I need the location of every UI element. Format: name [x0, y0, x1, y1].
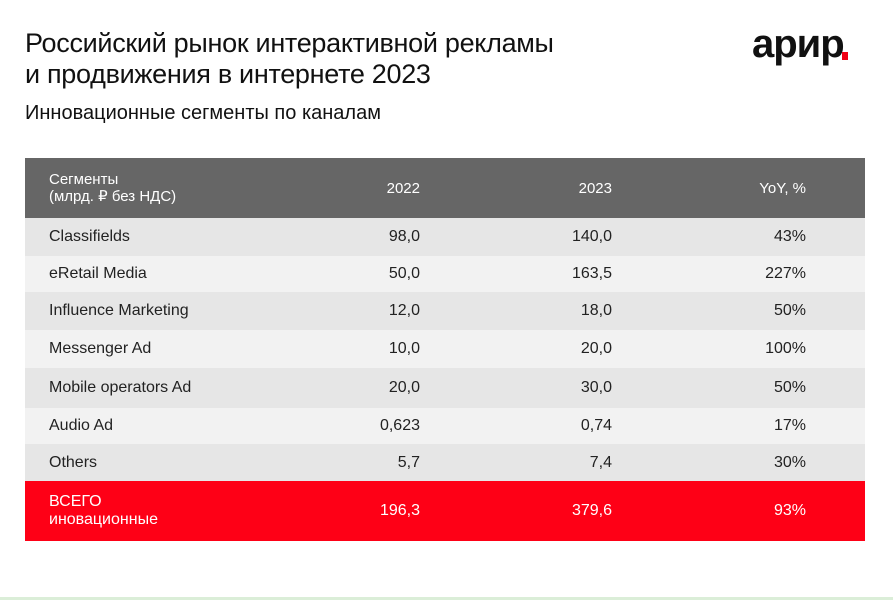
title-line-1: Российский рынок интерактивной рекламы: [25, 28, 554, 58]
value-2023-cell: 163,5: [571, 265, 612, 282]
table-row: Influence Marketing 12,0 18,0 50%: [25, 292, 865, 330]
value-2023-cell: 0,74: [580, 417, 612, 434]
total-2022: 196,3: [379, 502, 420, 519]
yoy-cell: 50%: [773, 379, 806, 396]
total-label-1: ВСЕГО: [49, 493, 102, 510]
title-line-2: и продвижения в интернете 2023: [25, 59, 431, 89]
table-header: Сегменты (млрд. ₽ без НДС) 2022 2023 YoY,…: [25, 158, 865, 218]
segment-cell: Influence Marketing: [49, 302, 189, 319]
yoy-cell: 100%: [765, 340, 806, 357]
segment-cell: Classifields: [49, 228, 130, 245]
table-row: Mobile operators Ad 20,0 30,0 50%: [25, 368, 865, 408]
header-2022: 2022: [386, 179, 420, 197]
arir-logo: арир: [752, 22, 845, 66]
total-2023: 379,6: [571, 502, 612, 519]
header-2023: 2023: [578, 179, 612, 197]
yoy-cell: 50%: [773, 302, 806, 319]
value-2022-cell: 50,0: [388, 265, 420, 282]
value-2023-cell: 20,0: [580, 340, 612, 357]
segment-cell: Mobile operators Ad: [49, 379, 192, 396]
value-2023-cell: 18,0: [580, 302, 612, 319]
yoy-cell: 43%: [773, 228, 806, 245]
value-2023-cell: 7,4: [589, 453, 612, 471]
value-2022-cell: 12,0: [388, 302, 420, 319]
yoy-cell: 227%: [765, 265, 806, 282]
value-2022-cell: 98,0: [388, 228, 420, 245]
total-label: ВСЕГО иновационные: [25, 493, 305, 529]
total-yoy: 93%: [773, 502, 806, 519]
header-units-label: (млрд. ₽ без НДС): [49, 188, 177, 205]
bottom-border: [0, 597, 893, 600]
segments-table: Сегменты (млрд. ₽ без НДС) 2022 2023 YoY,…: [25, 158, 865, 541]
page-title: Российский рынок интерактивной рекламы и…: [25, 28, 554, 90]
segment-cell: eRetail Media: [49, 265, 147, 282]
segment-cell: Audio Ad: [49, 417, 114, 434]
value-2023-cell: 30,0: [580, 379, 612, 396]
header-yoy: YoY, %: [759, 179, 806, 197]
total-label-2: иновационные: [49, 511, 158, 528]
table-row: Messenger Ad 10,0 20,0 100%: [25, 330, 865, 368]
yoy-cell: 30%: [773, 453, 806, 471]
table-row: Classifields 98,0 140,0 43%: [25, 218, 865, 256]
subtitle: Инновационные сегменты по каналам: [25, 102, 381, 124]
value-2023-cell: 140,0: [571, 228, 612, 245]
value-2022-cell: 5,7: [397, 453, 420, 471]
table-row: eRetail Media 50,0 163,5 227%: [25, 256, 865, 292]
table-row: Others 5,7 7,4 30%: [25, 444, 865, 481]
value-2022-cell: 10,0: [388, 340, 420, 357]
value-2022-cell: 0,623: [379, 417, 420, 434]
segment-cell: Messenger Ad: [49, 340, 152, 357]
yoy-cell: 17%: [773, 417, 806, 434]
table-row: Audio Ad 0,623 0,74 17%: [25, 408, 865, 444]
header-segments-label: Сегменты: [49, 171, 119, 188]
header-segments: Сегменты (млрд. ₽ без НДС): [25, 171, 305, 205]
value-2022-cell: 20,0: [388, 379, 420, 396]
total-row: ВСЕГО иновационные 196,3 379,6 93%: [25, 481, 865, 541]
logo-accent-dot: [842, 52, 848, 60]
segment-cell: Others: [49, 453, 98, 471]
